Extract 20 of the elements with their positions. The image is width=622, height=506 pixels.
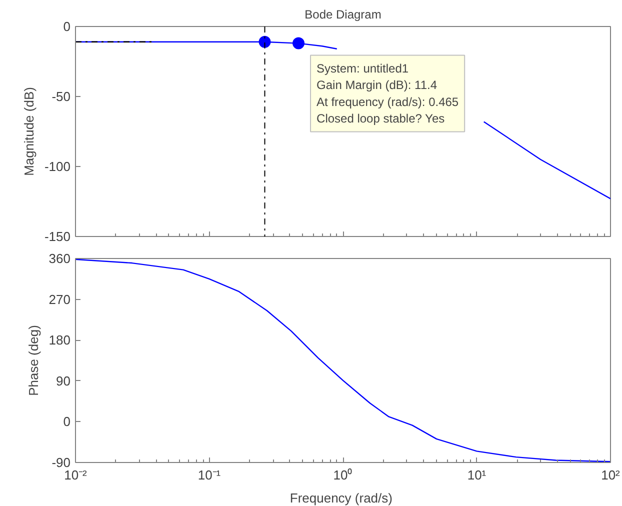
x-tick-label: 10⁻² bbox=[64, 468, 88, 482]
x-tick-label: 10⁰ bbox=[333, 468, 353, 482]
y-tick-label: 270 bbox=[48, 292, 71, 307]
x-tick-label: 10⁻¹ bbox=[198, 468, 222, 482]
x-axis-title: Frequency (rad/s) bbox=[290, 490, 392, 506]
x-tick-label: 10¹ bbox=[467, 468, 487, 482]
x-tick-label: 10² bbox=[601, 468, 621, 482]
y-tick-label: -100 bbox=[44, 159, 71, 174]
y-tick-label: -150 bbox=[44, 229, 71, 244]
y-tick-label: 0 bbox=[63, 414, 71, 430]
chart-title: Bode Diagram bbox=[304, 8, 382, 22]
y-tick-label: 0 bbox=[63, 19, 71, 34]
y-tick-label: 360 bbox=[48, 251, 71, 266]
y-tick-label: -90 bbox=[52, 455, 71, 470]
y-axis-title: Phase (deg) bbox=[26, 325, 41, 396]
y-tick-label: 180 bbox=[48, 332, 71, 348]
annotation: System: untitled1 Gain Margin (dB): 11.4 At frequency (rad/s): 0.465 Closed loop stable? Yes bbox=[316, 61, 459, 126]
y-tick-label: 90 bbox=[56, 373, 71, 388]
y-axis-title: Magnitude (dB) bbox=[21, 87, 36, 176]
y-tick-label: -50 bbox=[52, 89, 71, 104]
